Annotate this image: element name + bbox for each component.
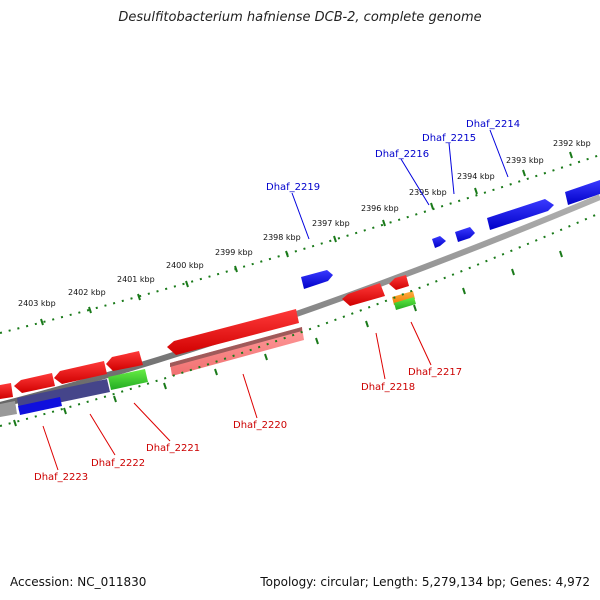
map-title: Desulfitobacterium hafniense DCB-2, comp… xyxy=(118,10,482,25)
scale-label: 2402 kbp xyxy=(68,288,106,297)
gene-label-dhaf-2216: Dhaf_2216 xyxy=(375,149,429,160)
feature-bar-grey xyxy=(0,401,17,417)
scale-label: 2403 kbp xyxy=(18,299,56,308)
gene-label-dhaf-2222: Dhaf_2222 xyxy=(91,458,145,469)
gene-label-dhaf-2220: Dhaf_2220 xyxy=(233,420,287,431)
gene-arrow-reverse xyxy=(389,275,409,290)
scale-label: 2399 kbp xyxy=(215,248,253,257)
reverse-gene-labels xyxy=(42,321,432,471)
gene-arrow-forward xyxy=(301,270,333,289)
scale-label: 2400 kbp xyxy=(166,261,204,270)
feature-bar-grey xyxy=(170,327,302,367)
inner-scale-ring xyxy=(0,212,600,427)
scale-label: 2398 kbp xyxy=(263,233,301,242)
accession-text: Accession: NC_011830 xyxy=(10,575,147,589)
scale-label: 2396 kbp xyxy=(361,204,399,213)
gene-label-dhaf-2215: Dhaf_2215 xyxy=(422,133,476,144)
feature-bar-blue xyxy=(18,397,62,415)
gene-label-dhaf-2221: Dhaf_2221 xyxy=(146,443,200,454)
gene-label-dhaf-2219: Dhaf_2219 xyxy=(266,182,320,193)
gene-label-dhaf-2218: Dhaf_2218 xyxy=(361,382,415,393)
scale-label: 2397 kbp xyxy=(312,219,350,228)
forward-genes xyxy=(301,180,600,289)
feature-bar-green xyxy=(394,297,416,310)
inner-major-ticks xyxy=(13,250,563,427)
reverse-genes xyxy=(0,275,409,399)
gene-arrow-forward xyxy=(565,180,600,205)
feature-bar-orange xyxy=(392,291,415,305)
gene-arrow-reverse xyxy=(0,383,13,399)
gene-arrow-forward xyxy=(432,236,446,248)
genome-summary-text: Topology: circular; Length: 5,279,134 bp… xyxy=(260,575,590,589)
gene-arrow-reverse xyxy=(342,283,385,306)
gene-arrow-reverse xyxy=(14,373,55,393)
gene-arrow-forward xyxy=(487,199,554,230)
feature-bar-green xyxy=(108,369,148,390)
scale-label: 2393 kbp xyxy=(506,156,544,165)
gene-label-dhaf-2217: Dhaf_2217 xyxy=(408,367,462,378)
scale-label: 2401 kbp xyxy=(117,275,155,284)
outer-major-ticks xyxy=(40,151,573,326)
forward-gene-labels xyxy=(291,129,509,240)
gene-arrow-reverse xyxy=(106,351,143,371)
gene-arrow-reverse xyxy=(167,309,299,355)
scale-label: 2392 kbp xyxy=(553,139,591,148)
gene-label-dhaf-2214: Dhaf_2214 xyxy=(466,119,520,130)
gene-arrow-forward xyxy=(455,227,475,242)
gene-label-dhaf-2223: Dhaf_2223 xyxy=(34,472,88,483)
gene-arrow-reverse xyxy=(54,361,107,384)
scale-label: 2394 kbp xyxy=(457,172,495,181)
feature-track xyxy=(0,291,416,417)
scale-labels: 2392 kbp 2393 kbp 2394 kbp 2395 kbp 2396… xyxy=(18,139,591,308)
scale-label: 2395 kbp xyxy=(409,188,447,197)
